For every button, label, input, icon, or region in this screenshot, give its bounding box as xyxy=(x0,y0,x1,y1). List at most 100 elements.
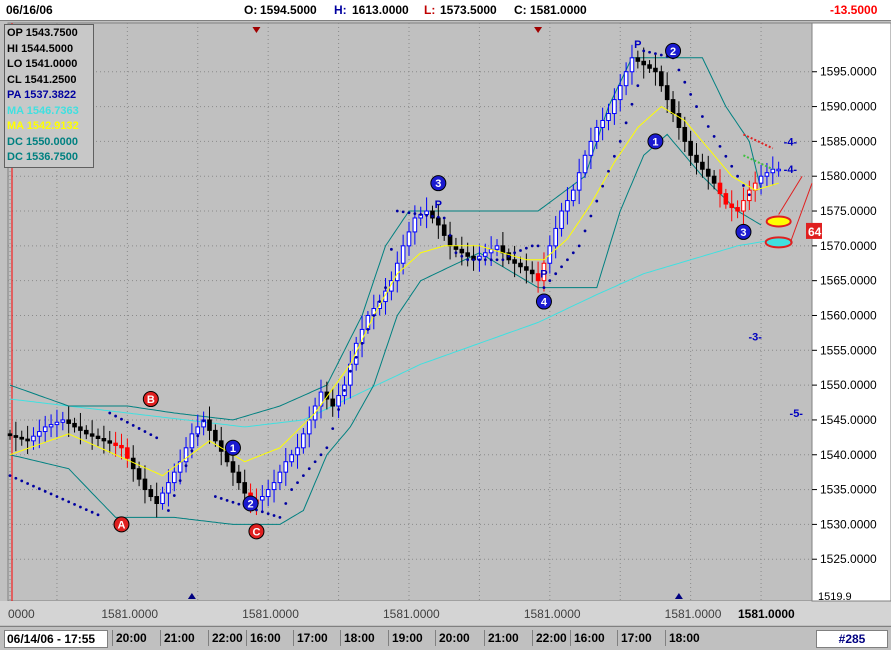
price-tick-label: 1565.0000 xyxy=(820,274,877,288)
indicator-value: 1541.2500 xyxy=(24,73,77,86)
sar-dot xyxy=(114,414,118,418)
wave-marker-label: C xyxy=(252,526,260,538)
time-tick-label: 18:00 xyxy=(665,630,700,646)
date-range-box[interactable]: 06/14/06 - 17:55 xyxy=(4,630,108,648)
candle-body xyxy=(641,60,647,66)
wave-marker-label: 4 xyxy=(541,297,548,309)
candle-body xyxy=(723,193,729,205)
indicator-value: 1550.0000 xyxy=(25,135,78,148)
sar-dot xyxy=(589,214,593,218)
candle-body xyxy=(154,496,159,505)
sar-dot xyxy=(571,251,575,255)
channel-line-red xyxy=(743,133,774,150)
bar-count-box[interactable]: #285 xyxy=(816,630,888,648)
wave-marker-label: 3 xyxy=(435,178,441,190)
candle-body xyxy=(289,454,294,463)
sar-dot xyxy=(178,479,182,483)
candle-body xyxy=(629,57,635,73)
sar-dot xyxy=(149,433,153,437)
wave-marker-C xyxy=(248,523,265,540)
sar-dot xyxy=(237,502,241,506)
sar-dot xyxy=(131,423,135,427)
price-tick-label: 1545.0000 xyxy=(820,413,877,427)
candle-body xyxy=(741,200,746,212)
wave-text-label: P xyxy=(435,199,442,211)
candle-body xyxy=(389,280,394,292)
chart-area[interactable]: 1525.0000 1530.0000 1535.0000 1540.0000 1545… xyxy=(0,21,891,625)
candle-body xyxy=(606,113,611,121)
sar-dot xyxy=(389,247,393,251)
sar-dot xyxy=(37,487,41,491)
strip-repeat-value: 1581.0000 xyxy=(524,607,581,621)
price-tick-label: 1575.0000 xyxy=(820,204,877,218)
candle-body xyxy=(500,245,506,254)
candle-body xyxy=(412,217,418,233)
candle-body xyxy=(453,245,459,250)
sar-dot xyxy=(483,258,487,262)
low-label: L: xyxy=(424,3,436,17)
sar-dot xyxy=(354,355,358,359)
sar-dot xyxy=(337,408,340,411)
sar-dot xyxy=(566,258,569,262)
candle-body xyxy=(482,252,488,257)
sar-dot xyxy=(624,121,628,125)
pointer-line xyxy=(778,175,803,215)
price-chart[interactable]: 1525.0000 1530.0000 1535.0000 1540.0000 1545… xyxy=(0,21,891,625)
candle-body xyxy=(148,489,154,498)
sar-dot xyxy=(654,52,657,56)
candle-body xyxy=(617,85,623,101)
sar-dot xyxy=(202,419,206,423)
sar-dot xyxy=(607,169,610,173)
wave-marker-label: 1 xyxy=(230,443,236,455)
candle-body xyxy=(271,482,277,491)
candle-body xyxy=(95,435,101,440)
indicator-label: MA xyxy=(7,104,27,117)
candle-body xyxy=(559,210,564,229)
sar-dot xyxy=(260,510,264,514)
sar-dot xyxy=(73,502,76,506)
quote-header: 06/16/06 O: 1594.5000 H: 1613.0000 L: 15… xyxy=(0,0,891,21)
sar-dot xyxy=(407,211,411,215)
quote-date: 06/16/06 xyxy=(6,3,53,17)
candle-body xyxy=(524,266,529,271)
wave-text-label: -4- xyxy=(784,136,798,148)
candle-body xyxy=(494,245,500,250)
sar-dot xyxy=(583,229,587,233)
candle-body xyxy=(277,471,283,484)
indicator-label: OP xyxy=(7,27,26,39)
price-tick-label: 1540.0000 xyxy=(820,448,877,462)
candle-body xyxy=(48,424,54,428)
candle-body xyxy=(189,433,195,449)
sar-dot xyxy=(683,80,687,84)
wave-marker-label: B xyxy=(147,394,155,406)
sar-dot xyxy=(190,449,194,453)
sar-dot xyxy=(343,388,346,392)
candle-body xyxy=(101,438,107,442)
sar-dot xyxy=(184,464,188,468)
series-ma-fast xyxy=(9,105,779,477)
wave-text-label: -5- xyxy=(790,408,804,420)
sar-dot xyxy=(595,199,599,203)
bottom-value-strip xyxy=(0,601,891,625)
sar-dot xyxy=(513,251,517,255)
candle-body xyxy=(348,363,353,386)
candle-body xyxy=(553,227,558,247)
sar-dot xyxy=(231,500,235,504)
sar-dot xyxy=(659,53,663,57)
high-label: H: xyxy=(334,3,347,17)
sar-dot xyxy=(460,254,464,258)
candle-body xyxy=(295,447,300,456)
sar-dot xyxy=(395,209,399,213)
candle-body xyxy=(459,248,465,254)
sar-dot xyxy=(530,244,534,248)
candle-body xyxy=(60,419,66,423)
sar-dot xyxy=(636,84,640,88)
time-tick-label: 17:00 xyxy=(293,630,328,646)
target-ellipse-cyan xyxy=(764,236,793,249)
candle-body xyxy=(700,161,705,170)
sar-dot xyxy=(577,244,581,248)
sar-dot xyxy=(695,105,698,108)
session-marker-top xyxy=(252,27,261,33)
candle-body xyxy=(776,168,781,172)
candle-body xyxy=(664,85,670,101)
